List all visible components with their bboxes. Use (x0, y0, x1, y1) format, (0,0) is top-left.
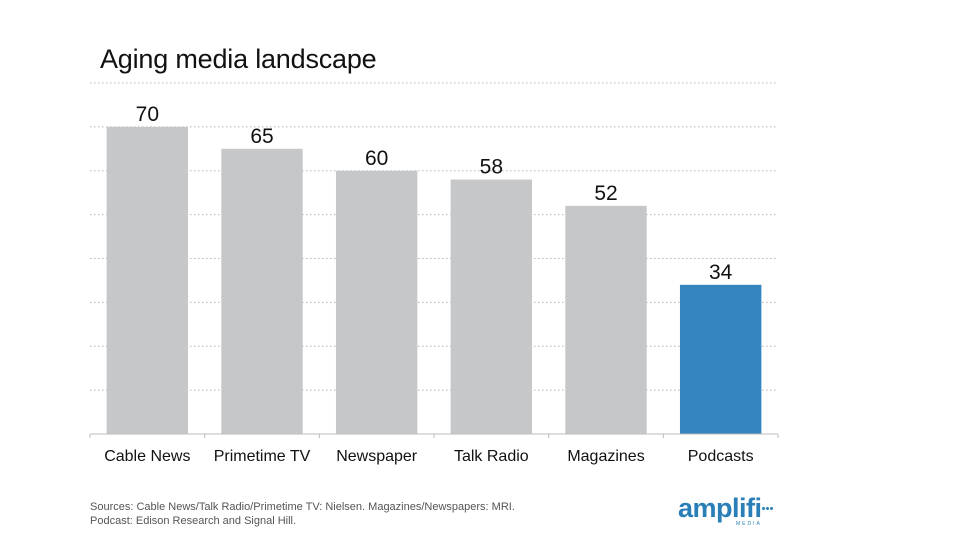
value-label: 60 (365, 147, 388, 170)
value-label: 34 (709, 261, 733, 284)
value-label: 70 (136, 103, 159, 126)
logo-subtitle: MEDIA (736, 521, 762, 527)
bar-talk-radio (450, 179, 533, 434)
category-label: Cable News (104, 448, 190, 465)
bar-magazines (565, 205, 647, 434)
bar-podcasts (679, 284, 762, 434)
value-label: 52 (594, 182, 617, 205)
bars (106, 126, 762, 434)
category-label: Talk Radio (454, 448, 529, 465)
sources-note: Sources: Cable News/Talk Radio/Primetime… (90, 500, 515, 528)
bar-chart: 70 Cable News 65 Primetime TV 60 Newspaper 58 T… (89, 82, 779, 465)
gridlines (90, 82, 778, 391)
amplifi-media-logo: amplifi MEDIA (678, 494, 778, 530)
category-label: Primetime TV (214, 448, 311, 465)
chart-title: Aging media landscape (100, 44, 377, 74)
logo-wordmark: amplifi (678, 493, 762, 523)
bar-primetime-tv (221, 148, 303, 434)
category-label: Podcasts (688, 448, 754, 465)
bar-newspaper (335, 170, 418, 434)
bar-cable-news (106, 126, 189, 434)
labels: 70 Cable News 65 Primetime TV 60 Newspaper 58 T… (104, 103, 753, 465)
logo-dots-icon (762, 497, 778, 510)
category-label: Magazines (567, 448, 644, 465)
value-label: 65 (250, 125, 273, 148)
value-label: 58 (480, 156, 503, 179)
x-axis (89, 433, 779, 438)
category-label: Newspaper (336, 448, 418, 465)
sources-line-2: Podcast: Edison Research and Signal Hill… (90, 515, 297, 527)
sources-line-1: Sources: Cable News/Talk Radio/Primetime… (90, 501, 515, 513)
